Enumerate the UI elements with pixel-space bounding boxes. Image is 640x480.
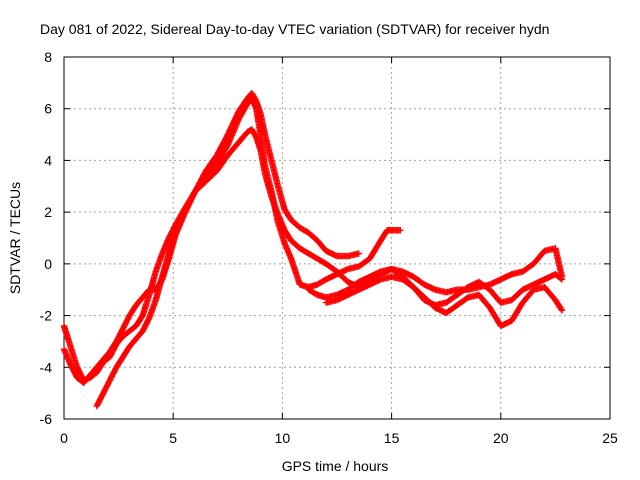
- axis-ticks: 0 5 10 15 20 25 -6 -4 -2 0 2 4 6 8: [40, 49, 618, 446]
- data-point: [397, 227, 404, 234]
- y-tick-label: 6: [44, 101, 52, 117]
- y-tick-label: 0: [44, 256, 52, 272]
- y-tick-label: 2: [44, 204, 52, 220]
- x-axis-label: GPS time / hours: [282, 458, 389, 474]
- grid: [64, 57, 610, 419]
- series-track-1: [60, 90, 363, 386]
- x-tick-label: 5: [169, 430, 177, 446]
- x-tick-label: 10: [275, 430, 291, 446]
- y-tick-label: -2: [40, 308, 53, 324]
- data-point: [557, 275, 565, 282]
- y-tick-label: 8: [44, 49, 52, 65]
- x-tick-label: 25: [602, 430, 618, 446]
- x-tick-label: 15: [384, 430, 400, 446]
- data-point: [558, 306, 565, 313]
- y-tick-label: -6: [40, 411, 53, 427]
- data-point: [558, 276, 566, 283]
- y-tick-label: 4: [44, 152, 52, 168]
- data-point: [558, 307, 566, 314]
- x-tick-label: 0: [60, 430, 68, 446]
- x-tick-label: 20: [493, 430, 509, 446]
- data-points: [60, 90, 566, 410]
- data-point: [355, 250, 363, 257]
- y-axis-label: SDTVAR / TECUs: [7, 182, 23, 294]
- series-track-3: [93, 95, 404, 410]
- series-track-6: [355, 265, 566, 309]
- plot-frame: [63, 56, 611, 420]
- chart-title: Day 081 of 2022, Sidereal Day-to-day VTE…: [40, 21, 549, 37]
- y-tick-label: -4: [40, 359, 53, 375]
